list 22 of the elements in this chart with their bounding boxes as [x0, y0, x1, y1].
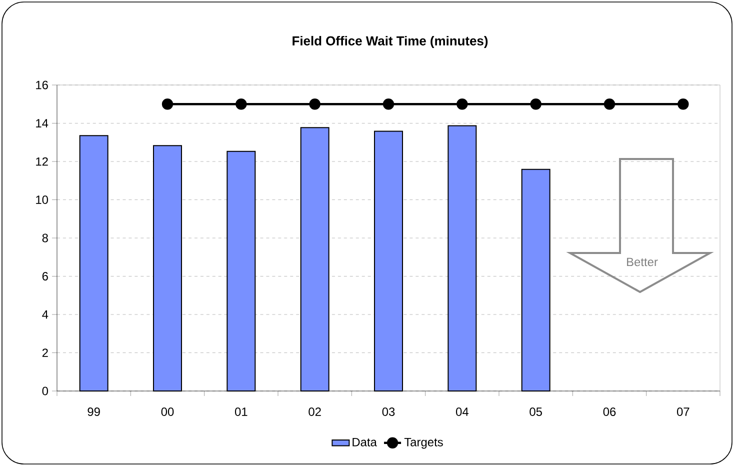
- y-tick-label: 2: [42, 348, 48, 357]
- y-tick-label: 10: [36, 196, 48, 204]
- y-tick-label: 4: [42, 310, 48, 319]
- y-tick-label: 8: [42, 234, 48, 242]
- y-tick-label: 6: [42, 272, 48, 280]
- x-tick-label: 02: [308, 408, 321, 416]
- y-tick-label: 0: [42, 386, 48, 396]
- x-tick-label: 01: [234, 408, 248, 416]
- x-tick-label: 06: [603, 408, 616, 416]
- y-tick-label: 16: [36, 80, 48, 90]
- legend-label: Targets: [404, 438, 443, 449]
- x-tick-label: 05: [530, 408, 542, 416]
- x-tick-label: 00: [161, 408, 174, 416]
- chart-title: Field Office Wait Time (minutes): [292, 36, 488, 48]
- y-tick-label: 14: [36, 119, 48, 128]
- x-tick-label: 03: [382, 408, 395, 416]
- legend-label: Data: [352, 438, 377, 446]
- x-tick-label: 99: [88, 408, 100, 416]
- y-tick-label: 12: [36, 157, 48, 166]
- x-tick-label: 07: [676, 408, 690, 416]
- x-tick-label: 04: [456, 408, 468, 416]
- annotation: Better: [627, 258, 658, 266]
